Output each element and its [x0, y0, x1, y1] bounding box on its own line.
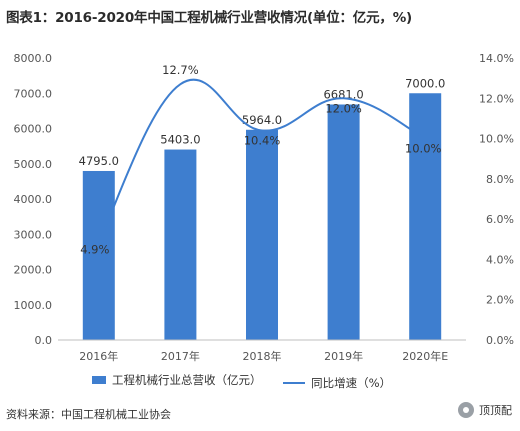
y-right-tick-label: 0.0%: [486, 334, 514, 347]
revenue-bar: [327, 104, 360, 340]
y-left-tick-label: 0.0: [35, 334, 53, 347]
revenue-bar: [409, 93, 442, 340]
account-icon: [458, 402, 474, 418]
legend-bar-swatch: [92, 376, 106, 384]
legend-item-revenue: 工程机械行业总营收（亿元）: [92, 372, 262, 388]
revenue-bar: [246, 129, 278, 340]
account-name: 顶顶配: [479, 404, 512, 417]
x-tick-label: 2016年: [79, 349, 118, 363]
y-left-tick-label: 8000.0: [14, 52, 53, 65]
y-left-tick-label: 5000.0: [14, 158, 53, 171]
legend-label-revenue: 工程机械行业总营收（亿元）: [112, 373, 262, 387]
growth-point-label: 10.0%: [405, 142, 442, 156]
growth-point-label: 12.0%: [325, 101, 362, 115]
y-right-tick-label: 12.0%: [479, 92, 514, 105]
y-right-tick-label: 8.0%: [486, 173, 514, 186]
growth-line: [97, 78, 426, 242]
growth-point-label: 10.4%: [244, 134, 281, 148]
chart-title: 图表1：2016-2020年中国工程机械行业营收情况(单位：亿元，%): [6, 10, 413, 26]
y-left-tick-label: 3000.0: [14, 228, 53, 241]
revenue-bar-label: 5964.0: [242, 113, 282, 127]
y-left-tick-label: 6000.0: [14, 123, 53, 136]
revenue-bar: [164, 149, 197, 340]
revenue-bar: [82, 170, 115, 340]
revenue-bar-label: 7000.0: [405, 76, 445, 90]
y-left-tick-label: 4000.0: [14, 193, 53, 206]
x-tick-label: 2017年: [161, 349, 200, 363]
y-right-tick-label: 10.0%: [479, 133, 514, 146]
y-right-tick-label: 2.0%: [486, 294, 514, 307]
x-tick-label: 2018年: [243, 349, 282, 363]
legend-line-swatch: [283, 382, 306, 384]
y-left-tick-label: 1000.0: [14, 299, 53, 312]
legend-label-growth: 同比增速（%）: [311, 376, 392, 390]
x-tick-label: 2020年E: [402, 349, 448, 363]
account-badge: 顶顶配: [458, 402, 512, 418]
y-left-tick-label: 7000.0: [14, 87, 53, 100]
revenue-bar-label: 6681.0: [323, 87, 363, 101]
growth-point-label: 4.9%: [80, 242, 109, 256]
growth-point-label: 12.7%: [162, 63, 199, 77]
x-tick-label: 2019年: [324, 349, 363, 363]
legend: 工程机械行业总营收（亿元） 同比增速（%）: [92, 372, 409, 391]
y-right-tick-label: 6.0%: [486, 213, 514, 226]
y-right-tick-label: 14.0%: [479, 52, 514, 65]
source-note: 资料来源：中国工程机械工业协会: [6, 408, 171, 421]
legend-item-growth: 同比增速（%）: [283, 375, 391, 391]
revenue-bar-label: 5403.0: [160, 133, 200, 147]
revenue-bar-label: 4795.0: [79, 154, 119, 168]
y-right-tick-label: 4.0%: [486, 253, 514, 266]
y-left-tick-label: 2000.0: [14, 264, 53, 277]
